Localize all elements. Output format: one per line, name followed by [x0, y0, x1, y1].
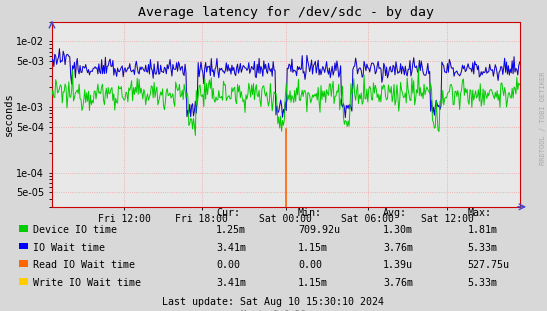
Title: Average latency for /dev/sdc - by day: Average latency for /dev/sdc - by day [138, 6, 434, 19]
Text: Cur:: Cur: [216, 208, 240, 218]
Text: 1.25m: 1.25m [216, 225, 246, 235]
Text: 1.81m: 1.81m [468, 225, 498, 235]
Text: 1.39u: 1.39u [383, 260, 413, 270]
Text: 3.41m: 3.41m [216, 278, 246, 288]
Text: 0.00: 0.00 [216, 260, 240, 270]
Text: 1.15m: 1.15m [298, 243, 328, 253]
Text: RRDTOOL / TOBI OETIKER: RRDTOOL / TOBI OETIKER [540, 72, 546, 165]
Text: Munin 2.0.56: Munin 2.0.56 [241, 310, 306, 311]
Text: Device IO time: Device IO time [33, 225, 117, 235]
Text: IO Wait time: IO Wait time [33, 243, 105, 253]
Text: 527.75u: 527.75u [468, 260, 510, 270]
Text: Read IO Wait time: Read IO Wait time [33, 260, 135, 270]
Text: 5.33m: 5.33m [468, 243, 498, 253]
Text: 1.15m: 1.15m [298, 278, 328, 288]
Text: Avg:: Avg: [383, 208, 407, 218]
Text: Max:: Max: [468, 208, 492, 218]
Text: 1.30m: 1.30m [383, 225, 413, 235]
Text: 0.00: 0.00 [298, 260, 322, 270]
Text: Min:: Min: [298, 208, 322, 218]
Text: Write IO Wait time: Write IO Wait time [33, 278, 141, 288]
Text: 3.76m: 3.76m [383, 243, 413, 253]
Text: 709.92u: 709.92u [298, 225, 340, 235]
Text: Last update: Sat Aug 10 15:30:10 2024: Last update: Sat Aug 10 15:30:10 2024 [162, 297, 385, 307]
Y-axis label: seconds: seconds [3, 92, 14, 136]
Text: 5.33m: 5.33m [468, 278, 498, 288]
Text: 3.76m: 3.76m [383, 278, 413, 288]
Text: 3.41m: 3.41m [216, 243, 246, 253]
